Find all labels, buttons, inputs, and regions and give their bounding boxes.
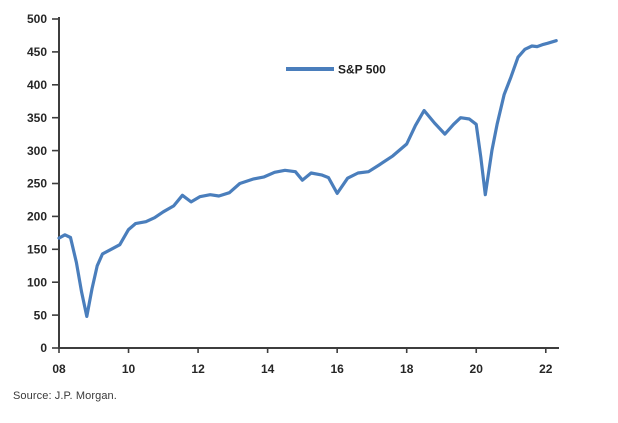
x-axis-tick-label: 20 xyxy=(470,362,484,376)
legend: S&P 500 xyxy=(286,63,386,77)
y-axis-tick-label: 350 xyxy=(27,111,47,125)
y-axis-tick-label: 250 xyxy=(27,177,47,191)
y-axis-tick-label: 500 xyxy=(27,12,47,26)
x-axis-tick-labels: 08 10 12 14 16 18 20 22 xyxy=(52,362,552,376)
series-line-s-p-500 xyxy=(57,39,558,318)
y-axis-tick-label: 0 xyxy=(40,341,47,355)
y-axis-tick-label: 50 xyxy=(34,308,48,322)
source-note: Source: J.P. Morgan. xyxy=(13,390,117,402)
y-axis-tick-label: 300 xyxy=(27,144,47,158)
y-axis-tick-label: 400 xyxy=(27,78,47,92)
y-axis-tick-label: 450 xyxy=(27,45,47,59)
x-axis-tick-label: 16 xyxy=(330,362,344,376)
x-axis-tick-label: 18 xyxy=(400,362,414,376)
y-axis-tick-label: 100 xyxy=(27,275,47,289)
y-axis-tick-label: 200 xyxy=(27,210,47,224)
x-axis-tick-label: 12 xyxy=(191,362,205,376)
axes-group xyxy=(52,17,559,353)
legend-label: S&P 500 xyxy=(338,63,386,77)
x-axis-tick-label: 14 xyxy=(261,362,275,376)
x-axis-tick-label: 10 xyxy=(122,362,136,376)
x-axis-tick-label: 22 xyxy=(539,362,553,376)
y-axis-tick-label: 150 xyxy=(27,243,47,257)
y-axis-tick-labels: 0 50 100 150 200 250 300 350 400 450 500 xyxy=(27,12,47,355)
x-axis-tick-label: 08 xyxy=(52,362,66,376)
series-group xyxy=(57,39,558,318)
